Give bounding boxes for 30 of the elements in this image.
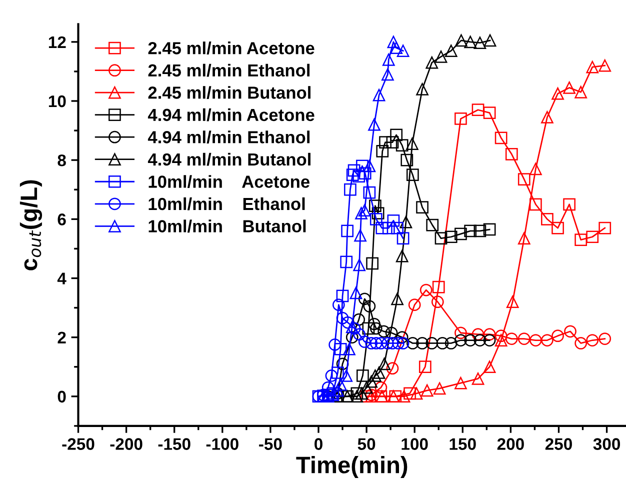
x-axis-title: Time(min) bbox=[296, 456, 408, 478]
y-tick-label: 8 bbox=[58, 154, 66, 166]
legend-label: 2.45 ml/min Acetone bbox=[148, 42, 314, 54]
x-tick-label: 100 bbox=[402, 438, 428, 450]
x-tick-label: 150 bbox=[450, 438, 476, 450]
legend-label: 4.94 ml/min Ethanol bbox=[148, 130, 310, 144]
x-tick-label: -150 bbox=[158, 438, 190, 450]
x-tick-label: 0 bbox=[314, 438, 322, 450]
x-tick-label: -200 bbox=[110, 438, 142, 450]
y-tick-label: 0 bbox=[58, 390, 66, 403]
x-tick-label: -50 bbox=[259, 438, 282, 450]
x-tick-label: 200 bbox=[497, 438, 524, 450]
y-tick-label: 2 bbox=[58, 332, 66, 344]
x-tick-label: 50 bbox=[358, 438, 376, 450]
x-tick-label: -250 bbox=[62, 438, 94, 450]
legend-label: 2.45 ml/min Butanol bbox=[148, 86, 310, 100]
y-tick-label: 6 bbox=[58, 214, 66, 226]
x-tick-label: 250 bbox=[545, 438, 572, 450]
x-tick-label: 300 bbox=[593, 438, 620, 450]
y-tick-label: 12 bbox=[48, 36, 66, 48]
legend-label: 2.45 ml/min Ethanol bbox=[148, 64, 310, 77]
legend-label: 4.94 ml/min Butanol bbox=[148, 152, 310, 166]
x-tick-label: -100 bbox=[206, 438, 238, 450]
y-axis-title: c$_{out}$(g/L) bbox=[20, 180, 42, 270]
y-tick-label: 10 bbox=[48, 95, 66, 108]
legend-label: 4.94 ml/min Acetone bbox=[148, 108, 314, 122]
legend-label: 10ml/min Acetone bbox=[148, 175, 310, 188]
legend-label: 10ml/min Ethanol bbox=[148, 197, 305, 210]
legend-label: 10ml/min Butanol bbox=[148, 220, 306, 233]
y-tick-label: 4 bbox=[57, 272, 66, 284]
